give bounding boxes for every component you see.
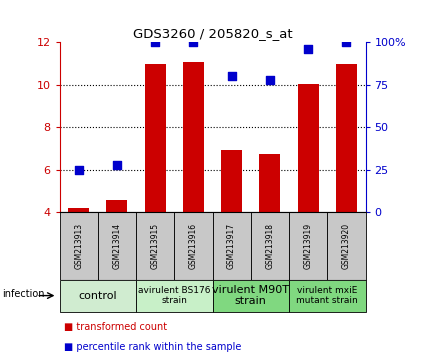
Text: GSM213920: GSM213920 (342, 223, 351, 269)
Bar (221, 150, 242, 212)
Bar (68, 208, 89, 212)
Point (113, 162, 120, 168)
Bar (336, 64, 357, 212)
Text: GSM213919: GSM213919 (303, 223, 313, 269)
Bar (144, 64, 166, 212)
Text: ■ transformed count: ■ transformed count (64, 322, 167, 332)
Bar (174, 212, 212, 280)
Bar (136, 212, 174, 280)
Text: avirulent BS176
strain: avirulent BS176 strain (138, 286, 210, 305)
Bar (212, 280, 289, 312)
Point (190, 40, 197, 45)
Point (266, 77, 273, 83)
Text: GSM213918: GSM213918 (265, 223, 275, 269)
Title: GDS3260 / 205820_s_at: GDS3260 / 205820_s_at (133, 27, 292, 40)
Point (152, 40, 159, 45)
Bar (327, 212, 366, 280)
Text: virulent M90T
strain: virulent M90T strain (212, 285, 289, 307)
Text: GSM213914: GSM213914 (112, 223, 122, 269)
Bar (212, 212, 251, 280)
Text: GSM213916: GSM213916 (189, 223, 198, 269)
Point (305, 46, 312, 52)
Text: virulent mxiE
mutant strain: virulent mxiE mutant strain (296, 286, 358, 305)
Bar (60, 280, 136, 312)
Bar (298, 84, 319, 212)
Point (343, 40, 350, 45)
Point (75, 167, 82, 173)
Bar (259, 154, 280, 212)
Bar (60, 212, 98, 280)
Bar (289, 280, 366, 312)
Text: GSM213917: GSM213917 (227, 223, 236, 269)
Bar (289, 212, 327, 280)
Bar (183, 62, 204, 212)
Bar (98, 212, 136, 280)
Bar (251, 212, 289, 280)
Text: ■ percentile rank within the sample: ■ percentile rank within the sample (64, 342, 241, 352)
Text: infection: infection (2, 289, 45, 299)
Text: GSM213915: GSM213915 (150, 223, 160, 269)
Bar (106, 200, 128, 212)
Text: GSM213913: GSM213913 (74, 223, 83, 269)
Text: control: control (79, 291, 117, 301)
Bar (136, 280, 212, 312)
Point (228, 74, 235, 79)
